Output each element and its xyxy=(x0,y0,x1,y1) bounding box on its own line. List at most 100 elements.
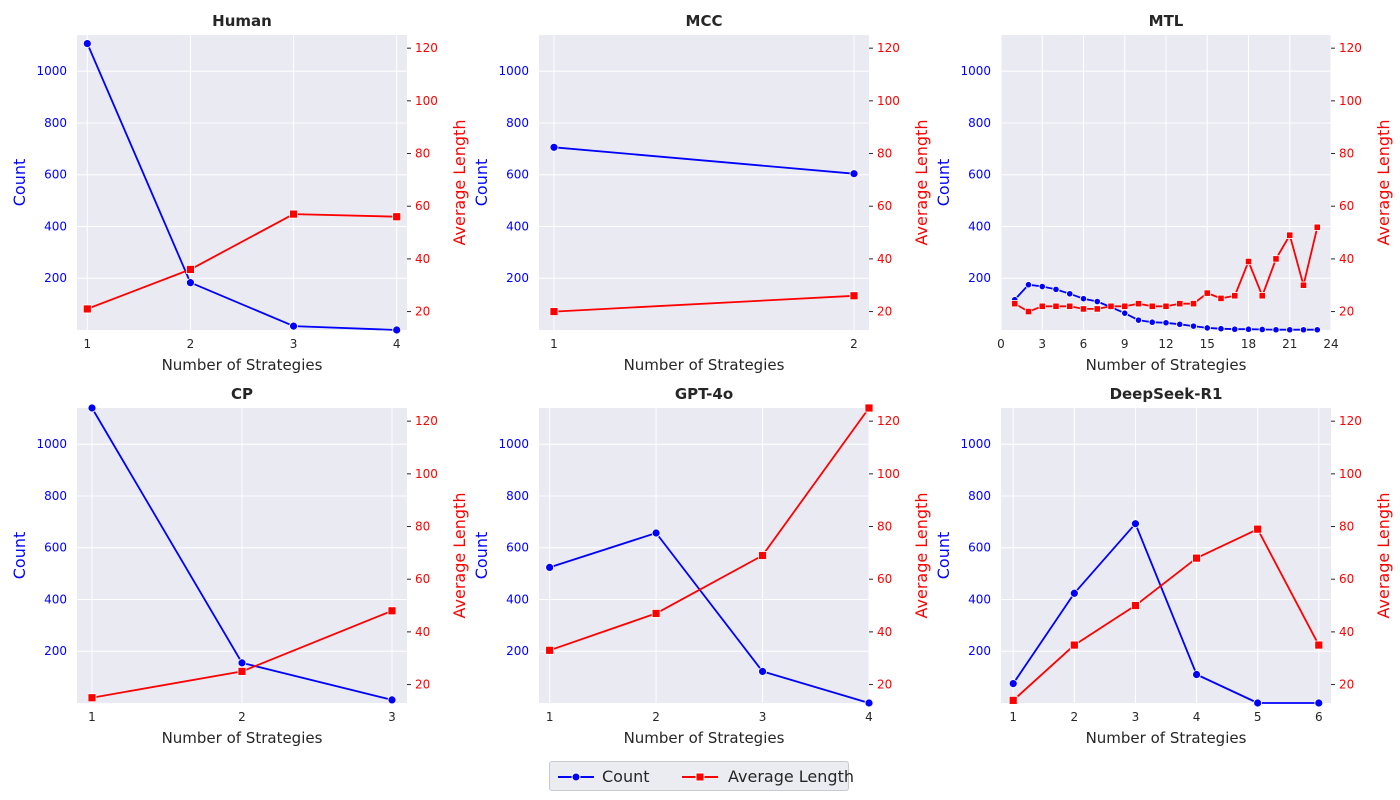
count-series xyxy=(82,39,402,335)
count-point xyxy=(1244,325,1253,333)
left-y-axis-label: Count xyxy=(10,159,29,207)
count-point xyxy=(387,695,397,705)
x-tick-label: 18 xyxy=(1241,337,1256,351)
count-point xyxy=(1299,326,1308,334)
left-y-tick-label: 800 xyxy=(506,116,529,130)
average-length-line xyxy=(553,294,855,313)
legend: Count Average Length xyxy=(549,761,854,791)
count-line xyxy=(1012,522,1319,704)
left-y-axis-label: Count xyxy=(472,159,491,207)
count-point xyxy=(1217,325,1225,333)
right-y-tick-label: 100 xyxy=(877,94,900,108)
right-y-tick-label: 40 xyxy=(415,252,430,266)
average-length-point xyxy=(1121,302,1129,310)
plot-area xyxy=(539,35,869,330)
count-series xyxy=(1008,519,1324,708)
right-y-tick-label: 20 xyxy=(1339,678,1354,692)
right-y-tick-label: 20 xyxy=(1339,305,1354,319)
left-y-tick-label: 600 xyxy=(968,168,991,182)
count-point xyxy=(1189,322,1198,330)
count-series xyxy=(1011,281,1321,334)
right-y-axis-label: Average Length xyxy=(912,493,931,619)
left-y-tick-label: 200 xyxy=(968,271,991,285)
average-length-point xyxy=(849,291,859,301)
x-tick-label: 3 xyxy=(290,337,298,351)
right-y-tick-label: 100 xyxy=(415,94,438,108)
right-y-tick-label: 80 xyxy=(1339,147,1354,161)
x-tick-label: 1 xyxy=(1009,710,1017,724)
average-length-point xyxy=(392,212,402,222)
average-length-point xyxy=(1008,695,1018,705)
count-point xyxy=(82,39,92,48)
legend-count-label: Count xyxy=(602,767,650,786)
x-tick-label: 3 xyxy=(388,710,396,724)
right-y-axis-label: Average Length xyxy=(1374,120,1393,246)
average-length-point xyxy=(1176,300,1184,308)
left-y-tick-label: 1000 xyxy=(960,64,991,78)
average-length-line xyxy=(549,407,870,652)
right-y-tick-label: 60 xyxy=(1339,572,1354,586)
x-tick-label: 21 xyxy=(1282,337,1297,351)
count-point xyxy=(186,278,195,288)
count-point xyxy=(1314,698,1324,708)
count-point xyxy=(1192,670,1201,679)
x-axis-label: Number of Strategies xyxy=(624,356,785,374)
x-tick-label: 3 xyxy=(759,710,767,724)
right-y-tick-label: 60 xyxy=(415,199,430,213)
average-length-series xyxy=(87,606,397,703)
average-length-point xyxy=(1253,524,1263,534)
average-length-point xyxy=(1286,231,1294,239)
panel-title: MCC xyxy=(686,12,723,30)
right-y-axis-label: Average Length xyxy=(1374,493,1393,619)
x-tick-label: 12 xyxy=(1158,337,1173,351)
x-tick-label: 1 xyxy=(83,337,91,351)
left-y-tick-label: 1000 xyxy=(498,64,529,78)
x-tick-label: 6 xyxy=(1315,710,1323,724)
average-length-point xyxy=(1244,257,1253,266)
left-y-axis-label: Count xyxy=(472,532,491,580)
panel-mcc: 1 2 200 400 600 800 1000 20 40 60 80 100 120 MCC Numbe… xyxy=(472,12,931,374)
count-point xyxy=(549,142,559,152)
count-series xyxy=(545,528,874,708)
count-point xyxy=(1134,316,1143,324)
x-axis-label: Number of Strategies xyxy=(162,729,323,747)
average-length-point xyxy=(1069,640,1079,650)
legend-average-length-line-icon xyxy=(682,772,718,782)
left-y-tick-label: 800 xyxy=(506,489,529,503)
count-point xyxy=(1121,309,1129,317)
left-y-tick-label: 800 xyxy=(44,489,67,503)
right-y-tick-label: 120 xyxy=(415,41,438,55)
x-tick-label: 5 xyxy=(1254,710,1262,724)
x-tick-label: 9 xyxy=(1121,337,1129,351)
right-y-tick-label: 20 xyxy=(415,678,430,692)
average-length-point xyxy=(864,403,874,413)
plot-area xyxy=(539,408,869,703)
right-y-tick-label: 100 xyxy=(877,467,900,481)
average-length-point xyxy=(549,307,559,316)
right-y-tick-label: 60 xyxy=(1339,199,1354,213)
right-y-axis-label: Average Length xyxy=(450,493,469,619)
panel-human: 1 2 3 4 200 400 600 800 1000 20 40 60 80 100 120 Human N… xyxy=(10,12,469,374)
count-point xyxy=(237,658,247,668)
count-line xyxy=(549,532,870,704)
panel-title: DeepSeek-R1 xyxy=(1110,385,1223,403)
panel-mtl: 0 3 6 9 12 15 18 21 24 200 400 600 800 1000 20 40 60 80 10… xyxy=(934,12,1393,374)
average-length-point xyxy=(1038,302,1046,310)
count-point xyxy=(1253,698,1263,708)
right-y-tick-label: 40 xyxy=(1339,252,1354,266)
average-length-series xyxy=(1011,223,1321,316)
average-length-point xyxy=(1052,302,1060,310)
count-line xyxy=(553,146,855,175)
left-y-tick-label: 600 xyxy=(44,541,67,555)
count-point xyxy=(1203,324,1211,332)
right-y-tick-label: 80 xyxy=(877,520,892,534)
count-series xyxy=(87,403,397,705)
x-tick-label: 2 xyxy=(187,337,195,351)
left-y-tick-label: 1000 xyxy=(498,437,529,451)
x-tick-label: 2 xyxy=(1071,710,1079,724)
count-line xyxy=(86,43,397,331)
average-length-point xyxy=(186,265,195,274)
left-y-tick-label: 400 xyxy=(44,592,67,606)
average-length-point xyxy=(87,693,97,703)
average-length-series xyxy=(1008,524,1324,705)
